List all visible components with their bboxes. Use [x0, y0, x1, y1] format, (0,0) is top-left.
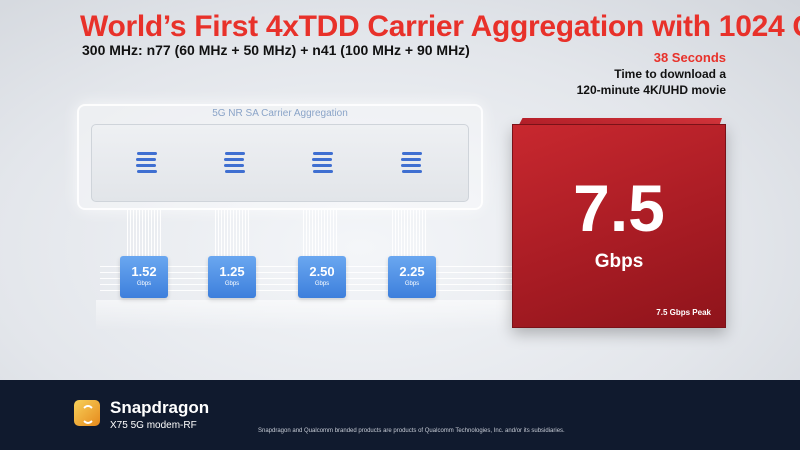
- carrier-chip-3: 2.50 Gbps: [298, 256, 346, 298]
- brand-name: Snapdragon: [110, 398, 210, 417]
- carrier-chip-unit: Gbps: [404, 281, 420, 287]
- carrier-chip-value: 2.25: [399, 264, 425, 279]
- download-desc-line2: 120-minute 4K/UHD movie: [576, 83, 726, 97]
- carrier-chip-value: 2.50: [309, 264, 335, 279]
- carrier-chip-value: 1.25: [219, 264, 245, 279]
- bandwidth-subtitle: 300 MHz: n77 (60 MHz + 50 MHz) + n41 (10…: [82, 42, 470, 58]
- carrier-chip-value: 1.52: [131, 264, 157, 279]
- carrier-chip-1: 1.52 Gbps: [120, 256, 168, 298]
- slide-title: World’s First 4xTDD Carrier Aggregation …: [80, 10, 800, 43]
- carrier-link-lines: [392, 210, 426, 258]
- download-seconds: 38 Seconds: [653, 50, 726, 65]
- carrier-chip-4: 2.25 Gbps: [388, 256, 436, 298]
- total-throughput-unit: Gbps: [594, 251, 644, 272]
- carrier-link-lines: [127, 210, 161, 258]
- layered-stack-icon: [224, 152, 245, 176]
- layered-stack-icon: [312, 152, 333, 176]
- carrier-link-lines: [215, 210, 249, 258]
- download-time-stat: 38 Seconds Time to download a 120-minute…: [577, 50, 726, 98]
- carrier-aggregation-inner: [91, 124, 469, 202]
- carrier-chip-unit: Gbps: [136, 281, 152, 287]
- product-name: X75 5G modem-RF: [110, 420, 197, 431]
- download-desc-line1: Time to download a: [614, 67, 726, 81]
- carrier-aggregation-label: 5G NR SA Carrier Aggregation: [212, 108, 348, 119]
- floor-reflection: [96, 300, 516, 330]
- layered-stack-icon: [401, 152, 422, 176]
- total-throughput-cube: 7.5 Gbps 7.5 Gbps Peak: [512, 124, 726, 328]
- carrier-chip-unit: Gbps: [314, 281, 330, 287]
- peak-label: 7.5 Gbps Peak: [656, 308, 711, 317]
- footer-bar: Snapdragon X75 5G modem-RF Snapdragon an…: [0, 380, 800, 450]
- carrier-chip-2: 1.25 Gbps: [208, 256, 256, 298]
- carrier-aggregation-panel: 5G NR SA Carrier Aggregation: [77, 104, 483, 210]
- carrier-link-lines: [303, 210, 337, 258]
- carrier-chip-unit: Gbps: [224, 281, 240, 287]
- legal-disclaimer: Snapdragon and Qualcomm branded products…: [258, 428, 565, 434]
- layered-stack-icon: [136, 152, 157, 176]
- snapdragon-logo-icon: [74, 400, 100, 426]
- total-throughput-value: 7.5: [573, 171, 665, 245]
